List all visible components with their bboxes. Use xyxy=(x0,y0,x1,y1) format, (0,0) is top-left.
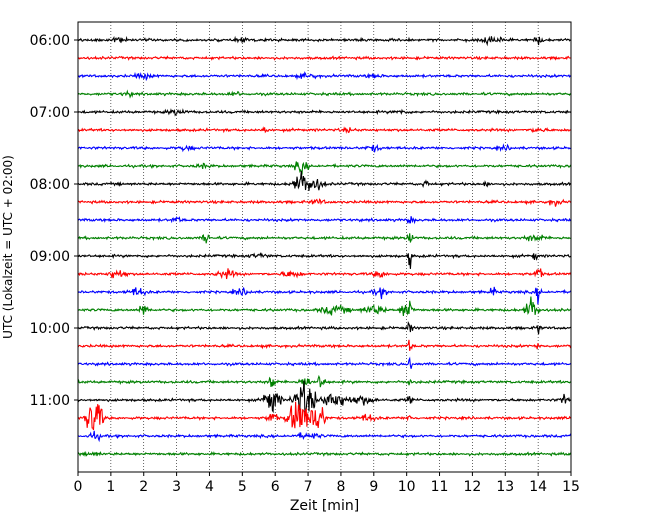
y-tick-label: 10:00 xyxy=(30,321,70,337)
trace-line xyxy=(77,450,572,458)
x-tick-label: 8 xyxy=(336,479,345,495)
x-tick-label: 11 xyxy=(431,479,449,495)
trace-line xyxy=(77,161,572,175)
y-tick-label: 09:00 xyxy=(30,249,70,265)
y-tick-label: 06:00 xyxy=(30,33,70,49)
x-tick-label: 1 xyxy=(106,479,115,495)
x-axis-ticks: 0 1 2 3 4 5 6 7 8 9 10 11 12 13 14 15 xyxy=(74,472,580,495)
y-tick-label: 11:00 xyxy=(30,393,70,409)
trace-line xyxy=(77,356,572,369)
trace-line xyxy=(78,401,572,431)
trace-line xyxy=(77,126,572,134)
trace-line xyxy=(77,143,572,153)
trace-line xyxy=(77,198,572,207)
trace-line xyxy=(77,89,571,99)
x-tick-label: 5 xyxy=(238,479,247,495)
trace-line xyxy=(77,252,572,269)
trace-line xyxy=(77,339,572,352)
trace-line xyxy=(77,216,572,225)
trace-line xyxy=(77,374,572,388)
x-tick-label: 15 xyxy=(562,479,580,495)
x-tick-label: 12 xyxy=(463,479,481,495)
y-axis-label: UTC (Lokalzeit = UTC + 02:00) xyxy=(1,155,15,339)
x-tick-label: 9 xyxy=(369,479,378,495)
trace-line xyxy=(78,268,572,280)
trace-line xyxy=(77,430,572,443)
x-axis-label: Zeit [min] xyxy=(290,498,359,514)
x-tick-label: 14 xyxy=(529,479,547,495)
x-tick-label: 4 xyxy=(205,479,214,495)
trace-line xyxy=(77,71,572,82)
trace-line xyxy=(77,286,572,305)
trace-line xyxy=(77,233,572,244)
trace-line xyxy=(77,296,572,316)
y-tick-label: 08:00 xyxy=(30,177,70,193)
seismic-traces xyxy=(77,35,572,458)
trace-line xyxy=(77,35,572,47)
trace-line xyxy=(77,320,572,335)
x-tick-label: 0 xyxy=(74,479,83,495)
x-tick-label: 13 xyxy=(496,479,514,495)
x-tick-label: 7 xyxy=(304,479,313,495)
trace-line xyxy=(77,55,572,61)
trace-line xyxy=(77,171,572,191)
plot-frame xyxy=(77,21,572,473)
x-tick-label: 3 xyxy=(172,479,181,495)
trace-line xyxy=(77,108,572,117)
grid-lines xyxy=(110,22,539,472)
x-tick-label: 6 xyxy=(271,479,280,495)
x-tick-label: 10 xyxy=(398,479,416,495)
y-tick-label: 07:00 xyxy=(30,105,70,121)
x-tick-label: 2 xyxy=(139,479,148,495)
trace-line xyxy=(77,380,572,417)
y-axis-ticks: 06:00 07:00 08:00 09:00 10:00 11:00 xyxy=(30,33,78,409)
